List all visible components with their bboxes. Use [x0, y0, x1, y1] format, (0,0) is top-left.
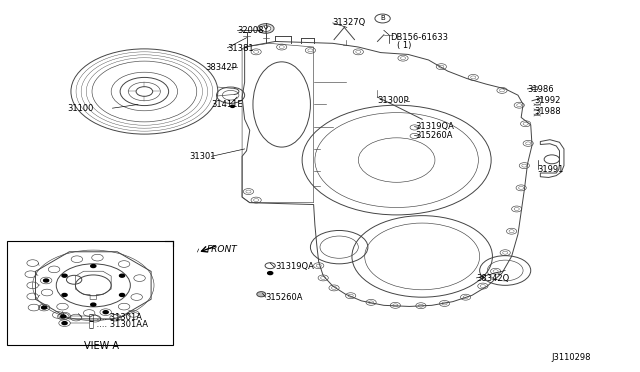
Circle shape: [257, 24, 274, 33]
Circle shape: [91, 303, 96, 306]
Text: 31986: 31986: [527, 85, 554, 94]
Text: 315260A: 315260A: [416, 131, 453, 141]
Text: B: B: [380, 16, 385, 22]
Text: 31319QA: 31319QA: [416, 122, 454, 131]
Circle shape: [62, 274, 67, 277]
Circle shape: [230, 105, 234, 108]
Text: ⓐ .... 31301A: ⓐ .... 31301A: [89, 312, 142, 321]
Text: 31319QA: 31319QA: [275, 262, 314, 271]
Text: 31988: 31988: [534, 108, 561, 116]
Text: 31991: 31991: [537, 165, 563, 174]
Text: J3110298: J3110298: [551, 353, 591, 362]
Text: FRONT: FRONT: [206, 245, 237, 254]
Text: 32008Y: 32008Y: [237, 26, 269, 35]
Circle shape: [260, 26, 271, 32]
Text: 31411E: 31411E: [211, 100, 243, 109]
Text: 315260A: 315260A: [266, 294, 303, 302]
Circle shape: [91, 264, 96, 267]
Circle shape: [62, 294, 67, 296]
Text: 31381: 31381: [227, 44, 254, 53]
Text: 31992: 31992: [534, 96, 560, 105]
Circle shape: [120, 274, 125, 277]
Circle shape: [62, 322, 67, 325]
Circle shape: [61, 315, 66, 318]
Text: 31300P: 31300P: [378, 96, 409, 105]
Text: ( 1): ( 1): [397, 41, 411, 51]
Text: VIEW A: VIEW A: [84, 341, 118, 351]
Text: 31100: 31100: [68, 104, 94, 113]
Circle shape: [103, 311, 108, 314]
Text: 38342P: 38342P: [205, 63, 237, 72]
Circle shape: [268, 272, 273, 275]
Text: ⓑ .... 31301AA: ⓑ .... 31301AA: [89, 320, 148, 328]
Circle shape: [257, 292, 266, 297]
Circle shape: [120, 294, 125, 296]
Text: 31327Q: 31327Q: [333, 19, 366, 28]
Text: 31301: 31301: [189, 152, 216, 161]
Circle shape: [410, 125, 419, 130]
Text: 38342Q: 38342Q: [476, 274, 509, 283]
Circle shape: [410, 134, 419, 138]
Text: DB156-61633: DB156-61633: [390, 33, 448, 42]
Circle shape: [42, 306, 47, 309]
Circle shape: [44, 279, 49, 282]
